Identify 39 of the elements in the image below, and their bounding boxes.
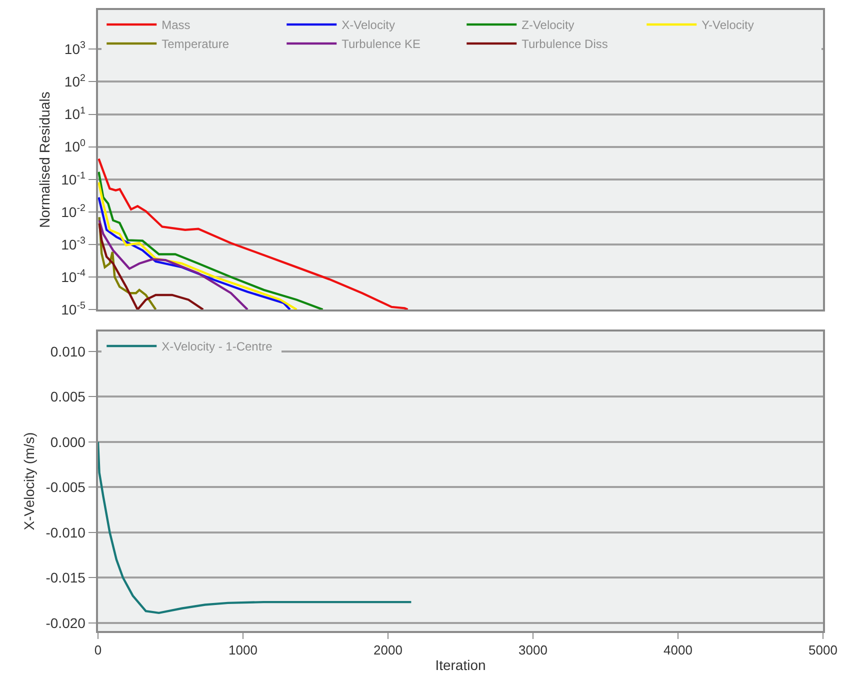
line-series	[98, 216, 157, 310]
y-tick-label: 10$^{-1}$	[61, 170, 86, 188]
legend-label: Temperature	[162, 37, 230, 52]
legend-label: Y-Velocity	[702, 18, 754, 32]
y-tick-label: 10$^{-4}$	[61, 268, 86, 285]
x-tick-label: 5000	[808, 642, 838, 658]
x-tick-label: 0	[94, 642, 102, 658]
y-tick-label: 10$^{0}$	[64, 138, 86, 155]
y-tick-label: 10$^{2}$	[64, 72, 86, 90]
legend-label: Turbulence KE	[342, 37, 421, 52]
x-axis-title: Iteration	[435, 657, 486, 674]
y-tick-label: 0.005	[50, 388, 86, 405]
legend-label: Turbulence Diss	[522, 37, 608, 52]
legend-label: Z-Velocity	[522, 18, 574, 32]
line-series	[98, 222, 204, 310]
x-tick-label: 3000	[518, 642, 548, 658]
y-tick-label: -0.015	[46, 570, 86, 586]
y-tick-label: 10$^{1}$	[64, 105, 86, 122]
x-tick-label: 4000	[664, 642, 692, 658]
line-series	[98, 170, 324, 310]
y-tick-label: -0.005	[46, 479, 86, 496]
line-series	[98, 219, 249, 310]
x-tick-label: 1000	[228, 642, 258, 658]
y-tick-label: 0.010	[50, 343, 86, 360]
legend-label: X-Velocity - 1-Centre	[162, 340, 273, 354]
y-axis-title: X-Velocity (m/s)	[20, 432, 37, 530]
y-tick-label: 10$^{-3}$	[61, 235, 86, 252]
line-series	[98, 440, 412, 614]
y-tick-label: -0.020	[46, 614, 86, 631]
y-tick-label: -0.010	[46, 524, 86, 540]
line-series	[98, 158, 409, 310]
y-tick-label: 10$^{-5}$	[61, 300, 86, 318]
legend-label: Mass	[162, 18, 190, 32]
y-tick-label: 10$^{-2}$	[61, 202, 86, 220]
y-axis-title: Normalised Residuals	[36, 92, 52, 228]
legend-label: X-Velocity	[342, 18, 395, 32]
y-tick-label: 10$^{3}$	[64, 40, 86, 58]
x-tick-label: 2000	[374, 642, 402, 658]
y-tick-label: 0.000	[50, 434, 86, 450]
